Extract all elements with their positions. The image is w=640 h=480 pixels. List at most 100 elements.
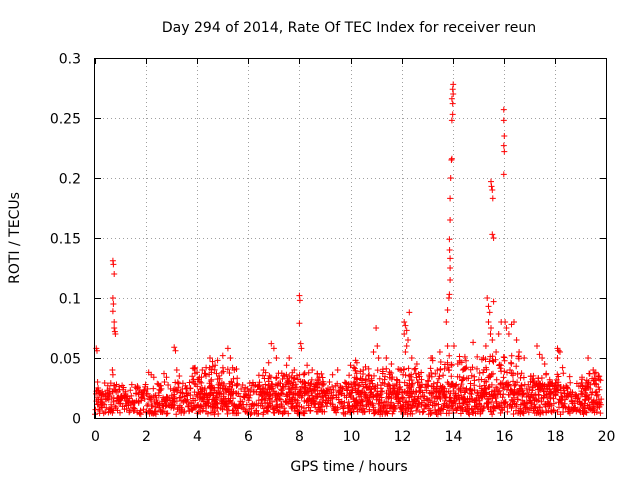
data-point xyxy=(387,388,394,395)
data-point xyxy=(171,344,178,351)
data-point xyxy=(402,372,409,379)
data-point xyxy=(465,375,472,382)
data-point xyxy=(391,406,398,413)
data-point xyxy=(314,391,321,398)
data-point xyxy=(165,382,172,388)
data-point xyxy=(231,367,238,373)
data-point xyxy=(209,358,216,365)
x-tick-label: 16 xyxy=(496,429,514,445)
data-point xyxy=(475,392,482,399)
data-point xyxy=(314,377,321,384)
data-point xyxy=(274,404,281,411)
data-point xyxy=(398,367,405,374)
data-point xyxy=(111,325,118,331)
data-point xyxy=(101,380,108,386)
data-point xyxy=(582,380,589,386)
data-point xyxy=(401,319,408,325)
data-point xyxy=(117,400,124,407)
data-point xyxy=(103,404,110,411)
data-point xyxy=(230,375,237,382)
data-point xyxy=(469,364,476,371)
data-point xyxy=(362,376,369,383)
data-point xyxy=(207,378,214,385)
data-point xyxy=(446,247,453,253)
data-point xyxy=(489,357,496,364)
data-point xyxy=(161,370,167,377)
data-point xyxy=(149,402,156,409)
data-point xyxy=(503,325,510,331)
data-point xyxy=(361,408,368,415)
data-point xyxy=(389,382,396,389)
data-point xyxy=(214,357,221,364)
data-point xyxy=(207,355,213,361)
data-point xyxy=(142,381,149,388)
data-point xyxy=(586,370,593,377)
data-point xyxy=(264,407,271,414)
data-point xyxy=(187,385,194,392)
data-point xyxy=(378,382,384,389)
data-point xyxy=(383,355,390,361)
data-point xyxy=(447,195,454,202)
data-point xyxy=(485,303,492,310)
data-point xyxy=(399,389,406,396)
data-point xyxy=(490,298,497,305)
data-point xyxy=(211,384,218,391)
data-point xyxy=(352,387,359,394)
data-point xyxy=(109,308,116,315)
data-point xyxy=(268,340,275,347)
data-point xyxy=(389,410,396,417)
data-point xyxy=(388,391,395,398)
data-point xyxy=(393,390,400,397)
data-point xyxy=(247,392,254,399)
data-point xyxy=(493,349,500,355)
data-point xyxy=(501,148,508,155)
data-point xyxy=(444,343,451,349)
data-point xyxy=(220,382,227,389)
data-point xyxy=(483,378,490,385)
data-point xyxy=(382,373,388,380)
data-point xyxy=(527,373,534,380)
data-point xyxy=(577,382,584,389)
data-point xyxy=(567,379,574,386)
x-tick-label: 18 xyxy=(547,429,565,445)
data-point xyxy=(404,382,411,389)
x-tick-label: 14 xyxy=(445,429,463,445)
data-point xyxy=(448,373,455,380)
data-point xyxy=(362,391,369,398)
data-point xyxy=(521,355,528,361)
data-point xyxy=(298,345,305,352)
data-point xyxy=(408,388,415,395)
data-point xyxy=(582,389,589,396)
data-point xyxy=(199,385,205,391)
data-point xyxy=(597,410,604,417)
data-point xyxy=(112,331,119,337)
data-point xyxy=(164,410,171,417)
data-point xyxy=(109,295,116,301)
data-point xyxy=(144,390,151,397)
data-point xyxy=(454,361,461,367)
data-point xyxy=(505,331,512,337)
data-point xyxy=(489,187,496,193)
data-point xyxy=(95,385,102,391)
data-point xyxy=(111,271,118,277)
data-point xyxy=(493,376,500,383)
data-point xyxy=(507,387,514,394)
data-point xyxy=(447,217,454,223)
data-point xyxy=(228,379,235,386)
data-point xyxy=(312,400,319,407)
data-point xyxy=(273,355,280,361)
data-point xyxy=(312,388,319,394)
data-point xyxy=(430,380,437,387)
data-point xyxy=(338,391,345,397)
data-point xyxy=(326,379,333,385)
data-point xyxy=(375,355,382,361)
data-point xyxy=(215,410,222,417)
data-point xyxy=(277,396,284,403)
data-point xyxy=(366,372,373,378)
data-point xyxy=(353,370,360,377)
x-tick-label: 8 xyxy=(295,429,304,445)
data-point xyxy=(194,393,201,400)
data-point xyxy=(423,387,430,394)
data-point xyxy=(383,390,390,397)
data-point xyxy=(343,394,350,401)
